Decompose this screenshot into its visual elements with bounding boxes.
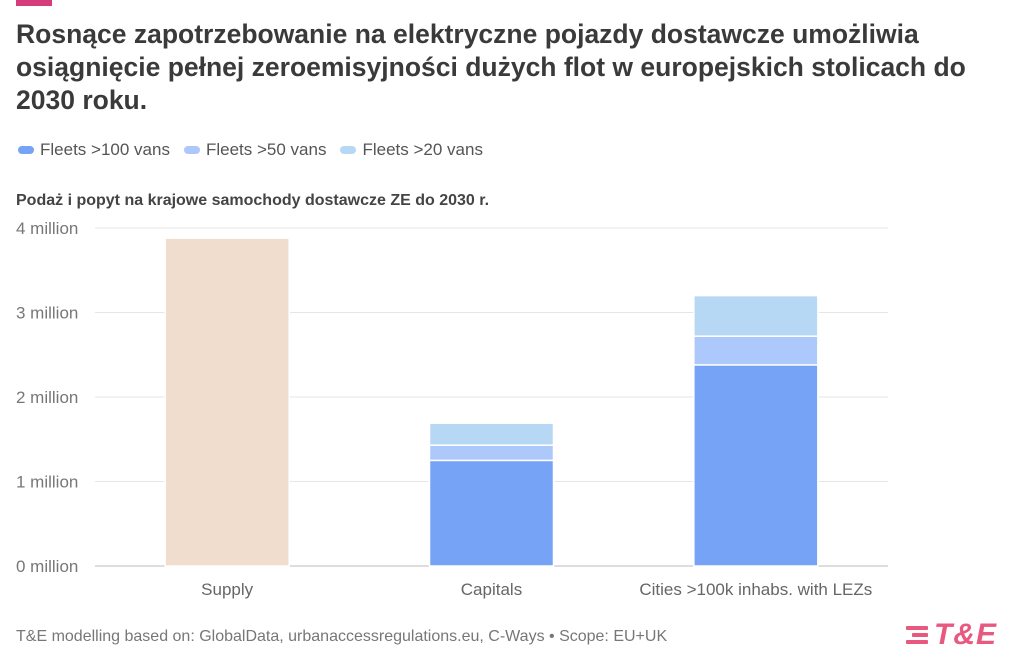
legend-item-fleets-20: Fleets >20 vans <box>340 140 483 160</box>
source-note: T&E modelling based on: GlobalData, urba… <box>16 628 668 645</box>
legend-label: Fleets >50 vans <box>205 140 327 159</box>
y-tick-label: 1 million <box>16 473 78 492</box>
legend-item-fleets-100: Fleets >100 vans <box>18 140 170 160</box>
x-tick-label: Capitals <box>461 580 522 599</box>
chart-subtitle: Podaż i popyt na krajowe samochody dosta… <box>16 192 490 209</box>
stacked-bar-chart: 0 million 1 million 2 million 3 million 4 mi… <box>16 219 888 599</box>
te-logo: T&E <box>906 618 997 652</box>
y-tick-label: 0 million <box>16 557 78 576</box>
bar-segment-fleets-100-vans <box>428 459 555 567</box>
legend-swatch <box>18 146 34 154</box>
legend-swatch <box>183 146 200 154</box>
chart-title: Rosnące zapotrzebowanie na elektryczne p… <box>16 19 966 115</box>
y-tick-label: 2 million <box>16 388 78 407</box>
y-tick-label: 4 million <box>16 219 78 238</box>
bar-segment-fleets-100-vans <box>693 364 819 567</box>
legend-label: Fleets >20 vans <box>362 140 483 159</box>
brand-accent-bar <box>16 0 52 6</box>
legend-label: Fleets >100 vans <box>40 140 170 159</box>
bar-segment-fleets-20-vans <box>428 422 555 446</box>
legend-item-fleets-50: Fleets >50 vans <box>183 140 327 160</box>
logo-stripes-icon <box>906 626 928 644</box>
bar-segment-supply <box>164 237 290 567</box>
x-tick-label: Cities >100k inhabs. with LEZs <box>639 580 872 599</box>
y-tick-label: 3 million <box>16 304 78 323</box>
legend: Fleets >100 vans Fleets >50 vans Fleets … <box>18 140 483 160</box>
bar-segment-fleets-50-vans <box>428 444 555 462</box>
logo-text: T&E <box>934 618 997 651</box>
bar-segment-fleets-20-vans <box>693 294 819 337</box>
x-tick-label: Supply <box>201 580 253 599</box>
bar-segment-fleets-50-vans <box>693 335 819 366</box>
legend-swatch <box>340 146 357 154</box>
